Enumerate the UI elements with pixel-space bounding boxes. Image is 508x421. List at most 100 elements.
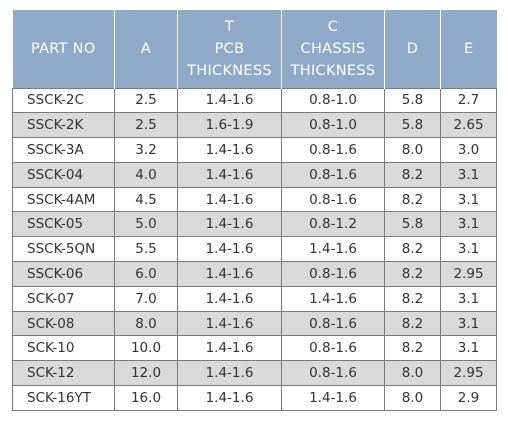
d-cell: 8.0: [384, 360, 441, 387]
table-row: SSCK-3A 3.2 1.4-1.6 0.8-1.6 8.0 3.0: [12, 137, 497, 163]
pcb-thickness-cell: 1.4-1.6: [177, 385, 282, 411]
a-cell: 2.5: [114, 112, 178, 139]
part-no-cell: SSCK-2C: [12, 87, 115, 114]
chassis-thickness-cell: 0.8-1.6: [281, 310, 385, 337]
part-no-cell: SSCK-2K: [12, 112, 115, 139]
pcb-thickness-cell: 1.4-1.6: [177, 261, 282, 287]
d-cell: 8.0: [384, 385, 441, 411]
part-no-cell: SSCK-5QN: [12, 236, 115, 263]
e-cell: 3.1: [440, 285, 497, 312]
e-cell: 2.95: [440, 261, 497, 287]
pcb-thickness-cell: 1.6-1.9: [177, 112, 282, 139]
chassis-thickness-cell: 0.8-1.6: [281, 186, 385, 213]
pcb-thickness-cell: 1.4-1.6: [177, 335, 282, 362]
header-a: A: [114, 10, 178, 88]
e-cell: 3.1: [440, 236, 497, 263]
e-cell: 2.65: [440, 112, 497, 139]
a-cell: 4.0: [114, 161, 178, 188]
table-row: SSCK-05 5.0 1.4-1.6 0.8-1.2 5.8 3.1: [12, 211, 497, 238]
part-no-cell: SCK-07: [12, 285, 115, 312]
table-row: SCK-07 7.0 1.4-1.6 1.4-1.6 8.2 3.1: [12, 285, 497, 312]
a-cell: 3.2: [114, 137, 178, 163]
a-cell: 10.0: [114, 335, 178, 362]
chassis-thickness-cell: 0.8-1.6: [281, 161, 385, 188]
e-cell: 3.1: [440, 211, 497, 238]
chassis-thickness-cell: 1.4-1.6: [281, 285, 385, 312]
chassis-thickness-cell: 1.4-1.6: [281, 236, 385, 263]
pcb-thickness-cell: 1.4-1.6: [177, 87, 282, 114]
a-cell: 4.5: [114, 186, 178, 213]
header-t-line1: T: [224, 18, 235, 35]
d-cell: 8.2: [384, 236, 441, 263]
header-c-line2: CHASSIS: [300, 40, 366, 57]
e-cell: 3.1: [440, 335, 497, 362]
table-row: SSCK-06 6.0 1.4-1.6 0.8-1.6 8.2 2.95: [12, 261, 497, 287]
part-no-cell: SCK-08: [12, 310, 115, 337]
a-cell: 6.0: [114, 261, 178, 287]
header-row: PART NO A T PCB THICKNESS C CHASSIS THIC…: [12, 10, 497, 88]
pcb-thickness-cell: 1.4-1.6: [177, 186, 282, 213]
header-t-pcb-thickness: T PCB THICKNESS: [177, 10, 282, 88]
table-row: SCK-16YT 16.0 1.4-1.6 1.4-1.6 8.0 2.9: [12, 385, 497, 411]
header-t-line3: THICKNESS: [187, 62, 272, 79]
part-spec-table: PART NO A T PCB THICKNESS C CHASSIS THIC…: [12, 10, 497, 411]
part-no-cell: SCK-16YT: [12, 385, 115, 411]
d-cell: 5.8: [384, 211, 441, 238]
chassis-thickness-cell: 0.8-1.6: [281, 261, 385, 287]
e-cell: 3.0: [440, 137, 497, 163]
table-row: SSCK-2C 2.5 1.4-1.6 0.8-1.0 5.8 2.7: [12, 87, 497, 114]
chassis-thickness-cell: 0.8-1.6: [281, 335, 385, 362]
header-part-no: PART NO: [12, 10, 115, 88]
pcb-thickness-cell: 1.4-1.6: [177, 310, 282, 337]
chassis-thickness-cell: 0.8-1.6: [281, 360, 385, 387]
chassis-thickness-cell: 1.4-1.6: [281, 385, 385, 411]
a-cell: 8.0: [114, 310, 178, 337]
table-row: SSCK-5QN 5.5 1.4-1.6 1.4-1.6 8.2 3.1: [12, 236, 497, 263]
part-no-cell: SCK-12: [12, 360, 115, 387]
table-row: SSCK-04 4.0 1.4-1.6 0.8-1.6 8.2 3.1: [12, 161, 497, 188]
header-c-line1: C: [327, 18, 339, 35]
d-cell: 8.2: [384, 161, 441, 188]
d-cell: 8.2: [384, 186, 441, 213]
a-cell: 7.0: [114, 285, 178, 312]
pcb-thickness-cell: 1.4-1.6: [177, 285, 282, 312]
chassis-thickness-cell: 0.8-1.6: [281, 137, 385, 163]
table-row: SCK-10 10.0 1.4-1.6 0.8-1.6 8.2 3.1: [12, 335, 497, 362]
d-cell: 5.8: [384, 87, 441, 114]
e-cell: 2.95: [440, 360, 497, 387]
a-cell: 2.5: [114, 87, 178, 114]
table-body: SSCK-2C 2.5 1.4-1.6 0.8-1.0 5.8 2.7 SSCK-2K 2.5…: [12, 87, 497, 411]
d-cell: 8.2: [384, 285, 441, 312]
part-no-cell: SSCK-4AM: [12, 186, 115, 213]
a-cell: 5.5: [114, 236, 178, 263]
header-d: D: [384, 10, 441, 88]
pcb-thickness-cell: 1.4-1.6: [177, 236, 282, 263]
header-t-line2: PCB: [214, 40, 245, 57]
e-cell: 3.1: [440, 186, 497, 213]
e-cell: 2.7: [440, 87, 497, 114]
chassis-thickness-cell: 0.8-1.0: [281, 87, 385, 114]
table-row: SCK-12 12.0 1.4-1.6 0.8-1.6 8.0 2.95: [12, 360, 497, 387]
part-no-cell: SSCK-05: [12, 211, 115, 238]
a-cell: 12.0: [114, 360, 178, 387]
d-cell: 8.2: [384, 310, 441, 337]
e-cell: 3.1: [440, 161, 497, 188]
part-no-cell: SSCK-04: [12, 161, 115, 188]
part-no-cell: SSCK-3A: [12, 137, 115, 163]
pcb-thickness-cell: 1.4-1.6: [177, 211, 282, 238]
d-cell: 5.8: [384, 112, 441, 139]
table-header: PART NO A T PCB THICKNESS C CHASSIS THIC…: [12, 10, 497, 88]
header-e: E: [440, 10, 497, 88]
table-row: SSCK-4AM 4.5 1.4-1.6 0.8-1.6 8.2 3.1: [12, 186, 497, 213]
e-cell: 3.1: [440, 310, 497, 337]
a-cell: 5.0: [114, 211, 178, 238]
d-cell: 8.0: [384, 137, 441, 163]
part-no-cell: SCK-10: [12, 335, 115, 362]
pcb-thickness-cell: 1.4-1.6: [177, 161, 282, 188]
part-no-cell: SSCK-06: [12, 261, 115, 287]
d-cell: 8.2: [384, 335, 441, 362]
chassis-thickness-cell: 0.8-1.2: [281, 211, 385, 238]
pcb-thickness-cell: 1.4-1.6: [177, 137, 282, 163]
header-c-chassis-thickness: C CHASSIS THICKNESS: [281, 10, 385, 88]
